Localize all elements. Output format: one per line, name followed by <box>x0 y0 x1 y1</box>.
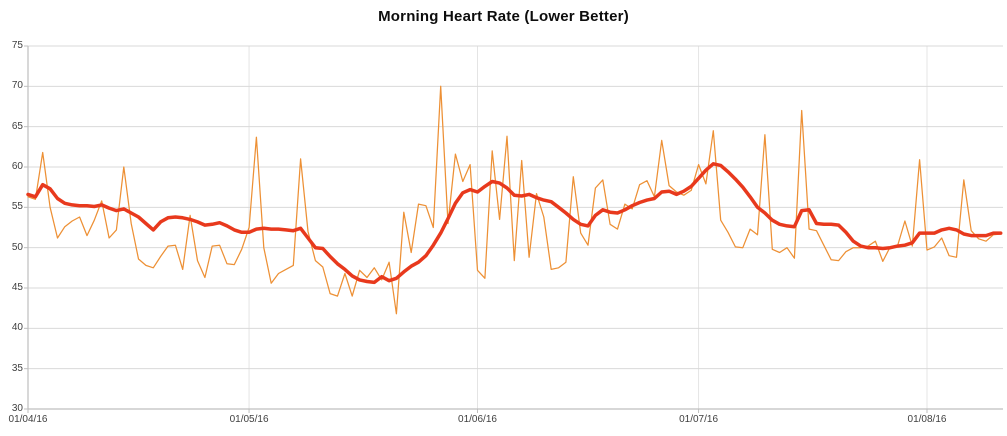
raw-series-line <box>27 85 1002 315</box>
average-series-line <box>26 162 1003 285</box>
y-axis-tick-label: 45 <box>11 282 23 293</box>
y-axis-tick-label: 40 <box>11 322 23 334</box>
y-axis-tick-label: 55 <box>11 201 23 213</box>
y-axis-tick-label: 70 <box>11 80 23 92</box>
y-axis-tick-label: 30 <box>11 403 23 414</box>
x-axis-tick-label: 01/04/16 <box>8 414 48 425</box>
x-axis-tick-label: 01/07/16 <box>679 414 719 425</box>
y-axis-tick-label: 35 <box>11 362 23 374</box>
chart-title: Morning Heart Rate (Lower Better) <box>378 8 629 25</box>
x-axis-tick-label: 01/08/16 <box>907 414 947 425</box>
y-axis-tick-label: 65 <box>11 120 23 132</box>
y-axis-tick-label: 50 <box>11 241 23 253</box>
y-axis-tick-label: 60 <box>11 161 23 172</box>
x-axis-tick-label: 01/06/16 <box>458 414 497 425</box>
y-axis-tick-label: 75 <box>11 40 23 51</box>
x-axis-tick-label: 01/05/16 <box>229 414 269 425</box>
